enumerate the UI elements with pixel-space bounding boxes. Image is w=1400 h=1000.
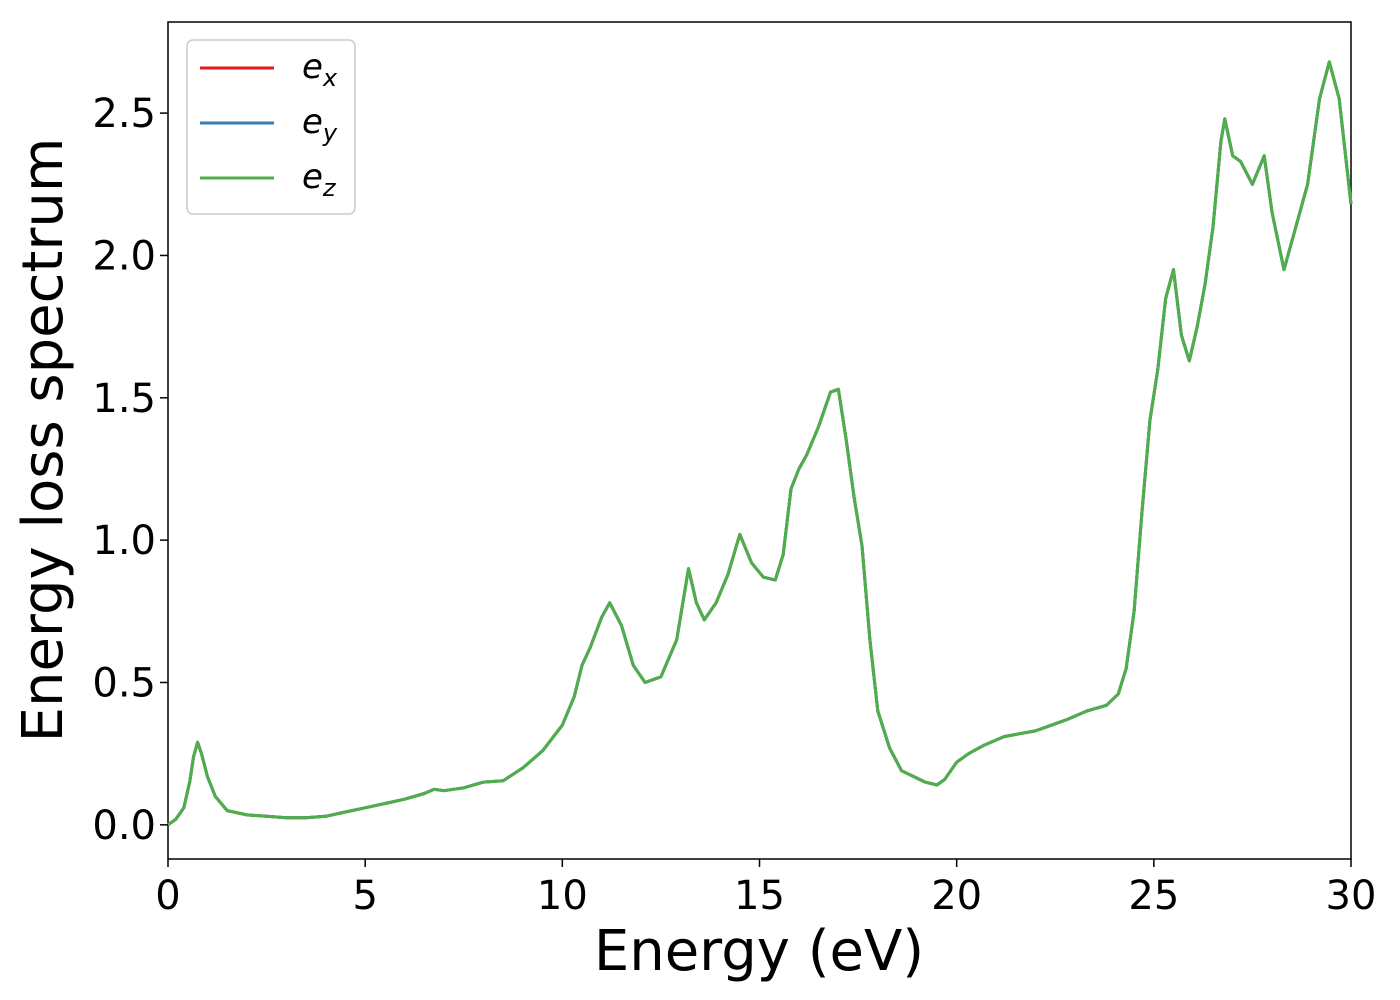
plot-area (167, 21, 1352, 860)
y-tick-label: 1.0 (92, 518, 156, 564)
y-tick-label: 0.5 (92, 660, 156, 706)
y-tick-label: 1.5 (92, 376, 156, 422)
x-tick-label: 0 (155, 873, 180, 919)
legend-frame (186, 39, 356, 215)
legend-label-e-x: ex (302, 47, 338, 92)
y-tick-label: 2.5 (92, 91, 156, 137)
series-lines (167, 60, 1353, 827)
legend-label-e-y: ey (302, 102, 338, 147)
x-axis-ticks: 0 5 10 15 20 25 30 (155, 859, 1376, 919)
x-tick-label: 30 (1326, 873, 1377, 919)
y-axis-ticks: 0.0 0.5 1.0 1.5 2.0 2.5 (92, 91, 168, 849)
x-tick-label: 25 (1128, 873, 1179, 919)
x-tick-label: 15 (734, 873, 785, 919)
y-tick-label: 0.0 (92, 803, 156, 849)
x-tick-label: 5 (352, 873, 377, 919)
legend-label-e-z: ez (302, 157, 337, 202)
y-axis-label: Energy loss spectrum (11, 138, 76, 743)
series-line-e-z (167, 60, 1353, 827)
y-tick-label: 2.0 (92, 233, 156, 279)
x-tick-label: 20 (931, 873, 982, 919)
x-axis-label: Energy (eV) (594, 919, 924, 984)
x-tick-label: 10 (537, 873, 588, 919)
legend: ex ey ez (186, 39, 356, 215)
